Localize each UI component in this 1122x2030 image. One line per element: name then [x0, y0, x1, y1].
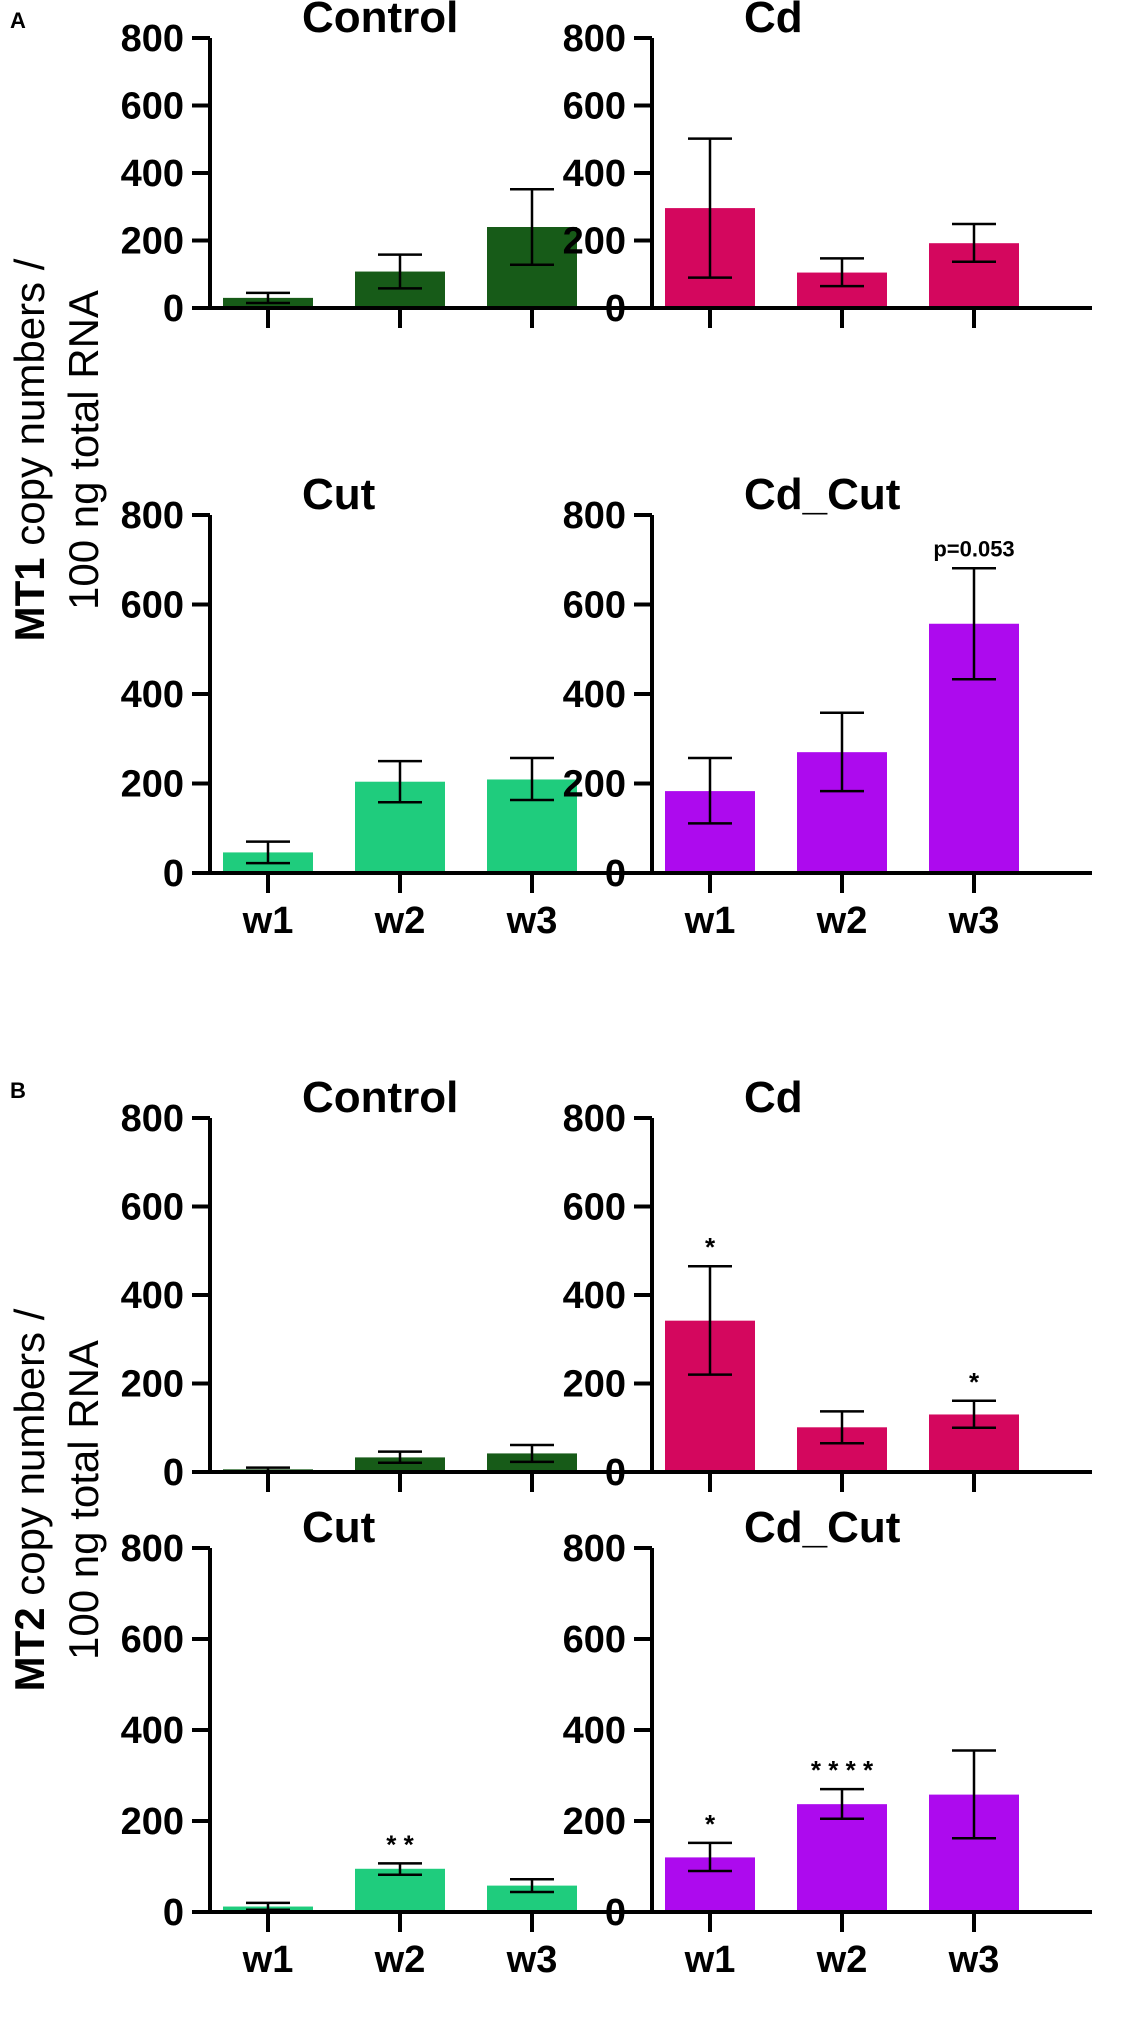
chart-b-cd-cut: Cd_Cut 0 200 400 600 800 w1 w2 w3 * * * * *	[563, 1503, 1092, 1981]
chart-title: Cut	[302, 470, 376, 519]
bar-w2	[355, 1457, 445, 1472]
panel-b-ylabel-line2: 100 ng total RNA	[60, 1340, 107, 1660]
y-tick-label: 600	[121, 585, 184, 627]
panel-a-letter: A	[10, 8, 26, 33]
y-tick-label: 0	[605, 1892, 626, 1934]
bar-w2	[797, 1804, 887, 1912]
x-tick-label: w1	[242, 900, 294, 942]
y-tick-label: 200	[121, 1801, 184, 1843]
y-tick-label: 600	[121, 1619, 184, 1661]
x-tick-label: w2	[816, 900, 868, 942]
y-tick-label: 400	[563, 153, 626, 195]
y-tick-label: 400	[563, 674, 626, 716]
panel-b-ylabel-rest: copy numbers /	[6, 1308, 53, 1607]
y-tick-label: 0	[605, 288, 626, 330]
chart-title: Cd_Cut	[744, 470, 901, 519]
y-tick-label: 800	[121, 495, 184, 537]
chart-a-cd-cut: Cd_Cut 0 200 400 600 800 w1 w2 w3 p=0.053	[563, 470, 1092, 942]
y-tick-label: 400	[121, 1710, 184, 1752]
chart-title: Cd_Cut	[744, 1503, 901, 1552]
y-tick-label: 0	[605, 1452, 626, 1494]
significance-marker: * * * *	[811, 1755, 874, 1785]
panel-b-ylabel-gene: MT2	[6, 1607, 53, 1691]
significance-marker: *	[969, 1367, 980, 1397]
y-tick-label: 800	[121, 1098, 184, 1140]
chart-a-cd: Cd 0 200 400 600 800	[563, 0, 1092, 330]
y-tick-label: 0	[163, 288, 184, 330]
panel-a-ylabel-rest: copy numbers /	[6, 258, 53, 557]
y-tick-label: 200	[563, 1801, 626, 1843]
y-tick-label: 0	[163, 1452, 184, 1494]
chart-title: Cd	[744, 0, 803, 42]
x-tick-label: w3	[506, 900, 558, 942]
significance-marker: * *	[386, 1829, 414, 1859]
x-tick-label: w2	[816, 1939, 868, 1981]
panel-b-ylabel-line1: MT2 copy numbers /	[6, 1308, 53, 1691]
y-tick-label: 800	[121, 18, 184, 60]
y-tick-label: 200	[563, 1364, 626, 1406]
y-tick-label: 600	[121, 86, 184, 128]
y-tick-label: 800	[563, 495, 626, 537]
panel-a-ylabel-gene: MT1	[6, 557, 53, 641]
panel-a-ylabel-line2: 100 ng total RNA	[60, 290, 107, 610]
y-tick-label: 400	[121, 674, 184, 716]
significance-marker: *	[705, 1809, 716, 1839]
y-tick-label: 800	[563, 1528, 626, 1570]
y-tick-label: 800	[563, 1098, 626, 1140]
chart-b-control: Control 0 200 400 600 800	[121, 1073, 650, 1494]
chart-title: Control	[302, 0, 458, 42]
y-tick-label: 600	[563, 1187, 626, 1229]
y-tick-label: 0	[605, 853, 626, 895]
y-tick-label: 200	[121, 221, 184, 263]
y-tick-label: 0	[163, 853, 184, 895]
y-tick-label: 200	[563, 764, 626, 806]
chart-b-cut: Cut 0 200 400 600 800 w1 w2 w3 * *	[121, 1503, 650, 1981]
panel-a-ylabel-line1: MT1 copy numbers /	[6, 258, 53, 641]
x-tick-label: w1	[684, 1939, 736, 1981]
y-tick-label: 400	[563, 1710, 626, 1752]
charts-layer: Control 0 200 400 600 800 Cd 0 200 400 600 800 Cut 0 2…	[121, 0, 1092, 1981]
y-tick-label: 200	[563, 221, 626, 263]
x-tick-label: w1	[684, 900, 736, 942]
x-tick-label: w3	[948, 900, 1000, 942]
y-tick-label: 600	[563, 1619, 626, 1661]
y-tick-label: 800	[121, 1528, 184, 1570]
y-tick-label: 400	[121, 153, 184, 195]
y-tick-label: 200	[121, 764, 184, 806]
chart-title: Cut	[302, 1503, 376, 1552]
chart-title: Cd	[744, 1073, 803, 1122]
y-tick-label: 200	[121, 1364, 184, 1406]
x-tick-label: w3	[948, 1939, 1000, 1981]
chart-b-cd: Cd 0 200 400 600 800 * *	[563, 1073, 1092, 1494]
chart-title: Control	[302, 1073, 458, 1122]
x-tick-label: w2	[374, 900, 426, 942]
bar-w2	[355, 1868, 445, 1912]
chart-a-cut: Cut 0 200 400 600 800 w1 w2 w3	[121, 470, 650, 942]
y-tick-label: 400	[563, 1275, 626, 1317]
panel-b-letter: B	[10, 1078, 26, 1103]
y-tick-label: 400	[121, 1275, 184, 1317]
x-tick-label: w3	[506, 1939, 558, 1981]
y-tick-label: 600	[563, 86, 626, 128]
x-tick-label: w1	[242, 1939, 294, 1981]
p-value-note: p=0.053	[933, 536, 1014, 561]
significance-marker: *	[705, 1232, 716, 1262]
y-tick-label: 600	[121, 1187, 184, 1229]
y-tick-label: 800	[563, 18, 626, 60]
y-tick-label: 600	[563, 585, 626, 627]
chart-a-control: Control 0 200 400 600 800	[121, 0, 650, 330]
x-tick-label: w2	[374, 1939, 426, 1981]
y-tick-label: 0	[163, 1892, 184, 1934]
